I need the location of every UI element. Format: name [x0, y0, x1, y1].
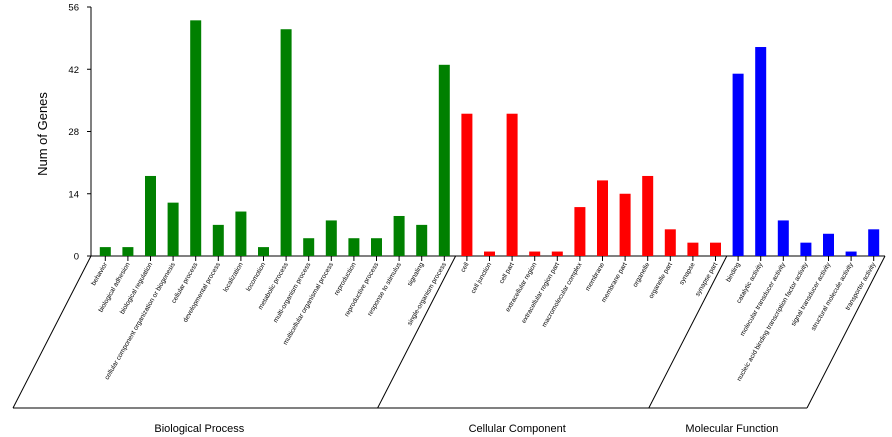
bar	[258, 247, 269, 256]
category-label: binding	[725, 261, 742, 283]
category-label: cell junction	[470, 261, 493, 295]
bar	[845, 251, 857, 256]
category-label: organelle	[632, 261, 652, 288]
category-label: structural molecule activity	[810, 261, 855, 332]
bar	[800, 242, 812, 256]
bar	[325, 220, 337, 256]
bar	[551, 251, 563, 256]
bars-layer	[99, 20, 880, 257]
category-label: synapse	[678, 261, 697, 286]
bar	[348, 238, 360, 256]
bar	[732, 73, 744, 256]
bar	[823, 233, 834, 256]
bar	[687, 242, 699, 256]
bar	[190, 20, 202, 257]
bar	[619, 193, 631, 256]
group-panel-layer: Biological Process Cellular Component Mole…	[12, 255, 886, 435]
group-label: Cellular Component	[469, 423, 566, 435]
category-label: localization	[222, 261, 245, 293]
bar	[461, 113, 473, 256]
bar	[122, 247, 134, 256]
group-divider	[377, 255, 457, 409]
y-axis-title: Num of Genes	[35, 92, 50, 176]
bar	[393, 215, 405, 256]
category-label: membrane	[584, 261, 606, 292]
bar	[597, 180, 608, 256]
category-label: synapse part	[694, 261, 719, 297]
bar	[235, 211, 247, 256]
bar	[145, 175, 156, 256]
y-tick-label: 42	[68, 65, 79, 76]
bar	[212, 224, 224, 256]
bar	[167, 202, 179, 256]
bar	[484, 251, 495, 256]
category-label: membrane part	[600, 261, 629, 303]
bar	[642, 175, 654, 256]
bar	[710, 242, 721, 256]
bar	[438, 64, 450, 256]
bar	[777, 220, 789, 256]
bar	[303, 238, 315, 256]
category-label: signal transducer activity	[790, 261, 833, 328]
bar	[280, 29, 292, 256]
bar	[99, 247, 111, 256]
bar	[416, 224, 428, 256]
group-divider	[648, 255, 728, 409]
bar	[868, 229, 880, 256]
category-label: organelle part	[648, 261, 674, 300]
bar	[371, 238, 382, 256]
panel-right-edge	[806, 255, 886, 409]
y-tick-label: 14	[68, 189, 79, 200]
bar	[755, 47, 767, 257]
category-label: molecular transducer activity	[739, 261, 787, 337]
group-label: Molecular Function	[685, 423, 778, 435]
category-label: single-organism process	[406, 261, 448, 327]
bar	[529, 251, 541, 256]
group-label: Biological Process	[154, 423, 244, 435]
bar	[574, 207, 586, 256]
category-label: signaling	[406, 261, 425, 287]
y-tick-label: 28	[68, 127, 79, 138]
category-label: cell	[460, 261, 471, 274]
category-label: locomotion	[245, 261, 267, 292]
bar	[664, 229, 676, 256]
category-label: behavior	[90, 261, 109, 287]
category-label: cell part	[498, 261, 516, 285]
panel-left-edge	[12, 255, 92, 409]
y-tick-label: 56	[68, 3, 79, 14]
bar	[506, 113, 518, 256]
y-tick-label: 0	[74, 252, 79, 263]
category-label: reproduction	[333, 261, 358, 297]
category-label: macromolecular complex	[541, 261, 584, 329]
